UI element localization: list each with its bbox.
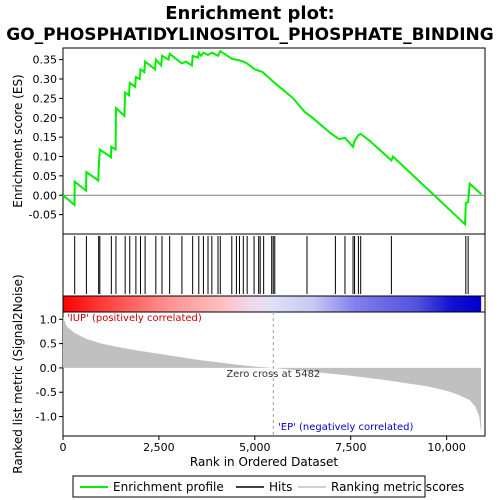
es-y-tick-label: 0.35 bbox=[33, 54, 58, 67]
metric-y-tick-label: 0.5 bbox=[40, 338, 58, 351]
chart-title-line2: GO_PHOSPHATIDYLINOSITOL_PHOSPHATE_BINDIN… bbox=[6, 25, 493, 45]
hits-panel bbox=[62, 233, 486, 297]
legend-label-metric: Ranking metric scores bbox=[331, 480, 464, 494]
es-y-tick-label: 0.25 bbox=[33, 92, 58, 105]
enrichment-score-panel: -0.05 0.00 0.05 0.10 0.15 0.20 0.25 0.30 0.35 En… bbox=[11, 47, 486, 235]
legend-label-hits: Hits bbox=[269, 480, 292, 494]
chart-title-line1: Enrichment plot: bbox=[165, 3, 335, 24]
es-y-tick-label: 0.20 bbox=[33, 112, 58, 125]
ranking-metric-area bbox=[63, 316, 482, 434]
legend: Enrichment profile Hits Ranking metric s… bbox=[72, 475, 464, 498]
legend-label-enrichment: Enrichment profile bbox=[113, 480, 224, 494]
metric-panel-frame bbox=[62, 311, 486, 437]
x-axis-label: Rank in Ordered Dataset bbox=[190, 455, 338, 469]
es-y-tick-label: 0.10 bbox=[33, 151, 58, 164]
positive-correlation-label: 'IUP' (positively correlated) bbox=[67, 313, 202, 324]
es-y-tick-label: 0.15 bbox=[33, 131, 58, 144]
metric-y-tick-label: 1.0 bbox=[40, 313, 58, 326]
x-tick-label: 2,500 bbox=[143, 441, 175, 454]
zero-cross-label: Zero cross at 5482 bbox=[226, 369, 320, 380]
enrichment-profile-line bbox=[62, 49, 482, 227]
x-tick-label: 5,000 bbox=[239, 441, 271, 454]
es-axis-label: Enrichment score (ES) bbox=[11, 74, 25, 207]
es-y-tick-label: -0.05 bbox=[29, 209, 57, 222]
metric-y-tick-label: -1.0 bbox=[36, 411, 57, 424]
x-tick-label: 7,500 bbox=[335, 441, 367, 454]
es-y-tick-label: 0.05 bbox=[33, 170, 58, 183]
es-y-tick-label: 0.00 bbox=[33, 189, 58, 202]
ranking-heatmap-gradient bbox=[63, 296, 482, 312]
metric-y-tick-label: -0.5 bbox=[36, 386, 57, 399]
x-tick-label: 10,000 bbox=[427, 441, 466, 454]
x-tick-label: 0 bbox=[60, 441, 67, 454]
es-y-tick-label: 0.30 bbox=[33, 73, 58, 86]
negative-correlation-label: 'EP' (negatively correlated) bbox=[278, 422, 413, 433]
ranked-metric-panel: Zero cross at 5482 'IUP' (positively cor… bbox=[11, 274, 486, 474]
metric-y-tick-label: 0.0 bbox=[40, 362, 58, 375]
metric-axis-label: Ranked list metric (Signal2Noise) bbox=[11, 274, 25, 473]
ranking-heatmap-bar bbox=[62, 295, 486, 313]
